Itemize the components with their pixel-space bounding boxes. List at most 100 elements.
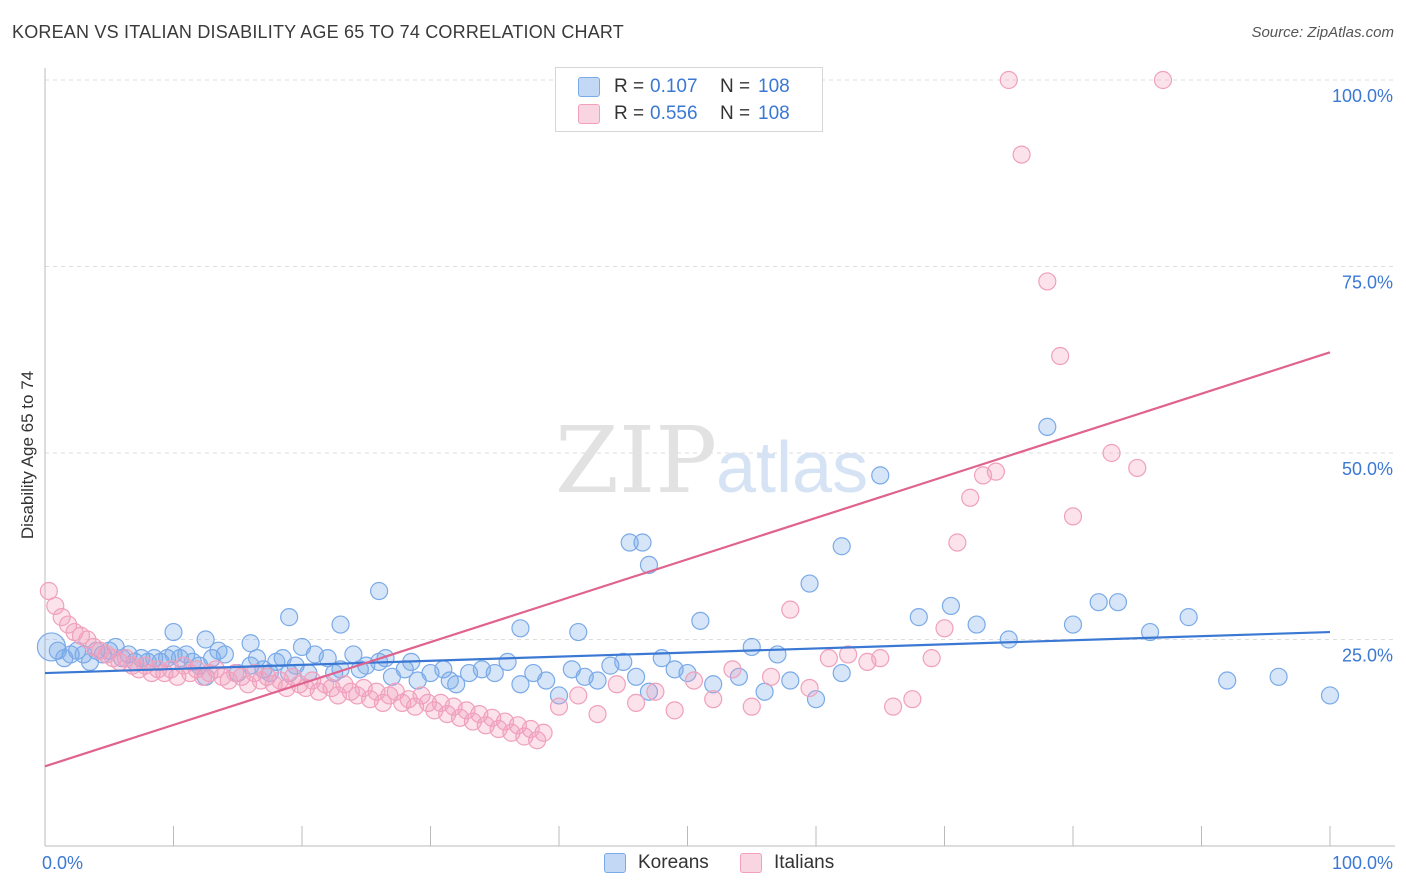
point-koreans — [781, 671, 800, 690]
point-koreans — [832, 663, 851, 683]
point-italians — [549, 697, 569, 716]
legend: R = 0.107 N = 108 R = 0.556 N = 108 — [555, 67, 823, 132]
y-tick-label: 50.0% — [1342, 459, 1393, 479]
legend-swatch-koreans — [578, 77, 600, 97]
bottom-legend-italians: Italians — [740, 852, 834, 874]
point-italians — [46, 596, 65, 616]
point-koreans — [164, 622, 183, 642]
point-koreans — [1218, 671, 1237, 690]
point-italians — [1051, 346, 1070, 366]
bottom-legend-koreans: Koreans — [604, 852, 709, 874]
point-italians — [665, 701, 684, 720]
point-italians — [839, 645, 858, 664]
x-tick-label: 100.0% — [1332, 853, 1393, 873]
point-italians — [588, 704, 607, 724]
watermark-atlas: atlas — [716, 428, 868, 508]
point-koreans — [909, 608, 928, 627]
point-koreans — [1179, 608, 1198, 627]
legend-row-italians: R = 0.556 N = 108 — [578, 102, 790, 126]
point-koreans — [691, 611, 710, 630]
point-italians — [626, 693, 646, 713]
point-italians — [335, 675, 354, 694]
point-italians — [1153, 70, 1173, 90]
point-koreans — [511, 619, 530, 638]
point-koreans — [196, 630, 215, 649]
legend-r-label: R = — [614, 76, 645, 97]
point-koreans — [498, 652, 517, 671]
legend-n-label: N = — [720, 103, 751, 124]
point-italians — [52, 608, 71, 627]
legend-swatch-italians — [578, 104, 600, 124]
source-label: Source: ZipAtlas.com — [1251, 24, 1394, 41]
point-italians — [1128, 458, 1147, 478]
legend-n-value: 108 — [758, 76, 790, 97]
point-italians — [78, 630, 97, 649]
point-italians — [935, 619, 954, 638]
point-koreans — [639, 682, 659, 701]
point-italians — [922, 649, 941, 668]
point-koreans — [1269, 667, 1288, 686]
watermark: ZIP atlas — [555, 407, 868, 514]
legend-n-label: N = — [720, 76, 751, 97]
point-italians — [412, 686, 431, 705]
point-italians — [116, 649, 136, 668]
point-koreans — [967, 615, 986, 634]
point-koreans — [800, 574, 819, 593]
point-koreans — [620, 533, 639, 552]
tick-labels: 25.0% 50.0% 75.0% 100.0% 0.0% 100.0% — [42, 86, 1393, 873]
point-koreans — [447, 675, 466, 694]
trendline-koreans — [44, 630, 1331, 675]
point-italians — [800, 678, 819, 698]
point-italians — [704, 690, 723, 709]
point-koreans — [280, 608, 299, 627]
point-koreans — [588, 671, 607, 690]
point-koreans — [1038, 417, 1057, 436]
point-koreans — [1063, 615, 1083, 634]
point-koreans — [704, 675, 723, 694]
point-italians — [1012, 145, 1031, 164]
point-koreans — [331, 615, 350, 634]
point-koreans — [871, 466, 890, 485]
point-koreans — [941, 596, 961, 616]
point-koreans — [1320, 686, 1340, 705]
point-italians — [1038, 272, 1057, 291]
point-koreans — [370, 581, 389, 601]
point-italians — [819, 649, 838, 668]
chart-title: KOREAN VS ITALIAN DISABILITY AGE 65 TO 7… — [12, 22, 624, 42]
legend-r-value: 0.107 — [650, 76, 698, 97]
point-italians — [569, 686, 588, 705]
bottom-legend-swatch-koreans — [604, 853, 626, 873]
point-koreans — [241, 634, 260, 653]
legend-row-koreans: R = 0.107 N = 108 — [578, 75, 790, 99]
point-koreans — [639, 555, 659, 575]
point-koreans — [729, 667, 749, 686]
point-koreans — [742, 637, 761, 657]
gridlines — [45, 79, 1395, 640]
point-italians — [1102, 443, 1121, 463]
point-italians — [1063, 507, 1083, 526]
point-koreans — [633, 533, 652, 552]
legend-r-label: R = — [614, 103, 645, 124]
point-koreans — [626, 667, 646, 686]
point-koreans — [614, 652, 633, 671]
point-italians — [903, 690, 922, 709]
point-koreans — [678, 663, 697, 683]
point-italians — [646, 682, 665, 701]
bottom-legend-label-italians: Italians — [774, 852, 835, 873]
point-italians — [948, 533, 967, 552]
point-italians — [528, 731, 547, 750]
point-koreans — [537, 671, 556, 690]
legend-r-value: 0.556 — [650, 103, 698, 124]
point-italians — [534, 723, 553, 742]
y-tick-label: 75.0% — [1342, 273, 1393, 293]
bottom-legend-swatch-italians — [740, 853, 762, 873]
point-koreans — [511, 675, 530, 694]
point-koreans — [999, 630, 1018, 649]
point-koreans — [569, 622, 588, 642]
trendline-italians — [44, 351, 1331, 768]
trend-lines — [44, 351, 1331, 768]
point-italians — [607, 675, 626, 694]
point-italians — [961, 488, 980, 507]
point-koreans — [177, 645, 196, 664]
